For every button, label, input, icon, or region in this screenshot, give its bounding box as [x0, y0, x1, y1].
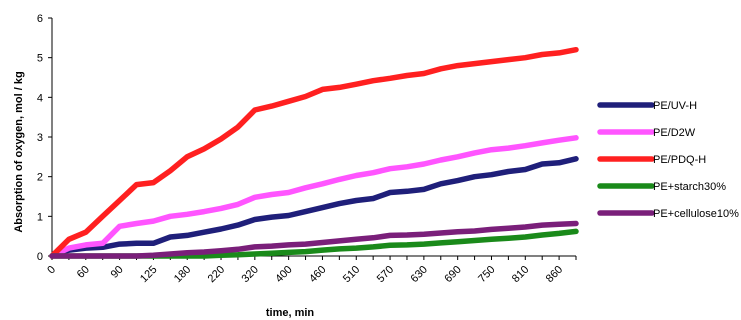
y-tick-label: 5 [37, 53, 43, 65]
x-tick-label: 750 [476, 264, 497, 285]
series-line-5 [49, 220, 579, 259]
x-tick-label: 810 [510, 264, 531, 285]
x-tick-label: 90 [109, 264, 126, 281]
x-tick-label: 570 [375, 264, 396, 285]
series-line-3 [49, 46, 579, 259]
x-tick-label: 180 [172, 264, 193, 285]
y-axis-title: Absorption of oxygen, mol / kg [13, 71, 25, 232]
legend-label: PE/UV-H [653, 100, 697, 112]
x-tick-label: 125 [138, 264, 159, 285]
x-tick-label: 60 [75, 264, 92, 281]
x-tick-label: 320 [239, 264, 260, 285]
y-axis: 0 1 2 3 4 5 6 [37, 13, 53, 263]
legend-label: PE/PDQ-H [653, 154, 706, 166]
legend-label: PE/D2W [653, 127, 696, 139]
y-tick-label: 1 [37, 211, 43, 223]
x-tick-label: 220 [206, 264, 227, 285]
y-tick-label: 3 [37, 132, 43, 144]
legend-label: PE+starch30% [653, 181, 726, 193]
series-line-2 [49, 135, 579, 259]
x-tick-label: 630 [409, 264, 430, 285]
x-tick-label: 510 [341, 264, 362, 285]
y-tick-label: 4 [37, 92, 43, 104]
legend: PE/UV-H PE/D2W PE/PDQ-H PE+starch30% PE+cell… [597, 100, 739, 220]
series-layer [49, 46, 579, 259]
series-line-1 [49, 156, 579, 259]
y-tick-label: 2 [37, 172, 43, 184]
x-axis-title: time, min [266, 307, 315, 319]
x-tick-label: 0 [45, 264, 58, 277]
x-axis: 0 60 90 125 180 220 320 400 460 510 570 630 690 750 81… [45, 255, 577, 285]
y-tick-label: 6 [37, 13, 43, 25]
legend-label: PE+cellulose10% [653, 208, 739, 220]
x-tick-label: 690 [442, 264, 463, 285]
x-tick-label: 460 [307, 264, 328, 285]
x-tick-label: 400 [273, 264, 294, 285]
x-tick-label: 860 [544, 264, 565, 285]
y-tick-label: 0 [37, 251, 43, 263]
